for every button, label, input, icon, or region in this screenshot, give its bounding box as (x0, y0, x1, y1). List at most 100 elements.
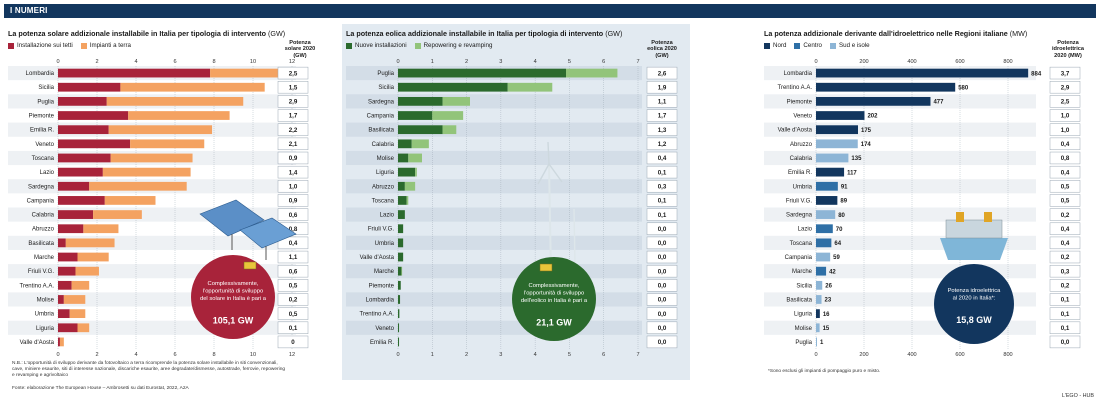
battery-icon (539, 263, 553, 272)
bar-installazione-sui-tetti-lombardia (58, 68, 211, 78)
category-label-sardegna: Sardegna (28, 184, 55, 190)
category-label-puglia: Puglia (37, 99, 54, 105)
table-cell-box (1049, 293, 1081, 306)
table-cell-box (277, 95, 309, 108)
bar-basilicata (816, 295, 822, 304)
solar-chart-title: La potenza solare addizionale installabi… (8, 29, 286, 38)
table-cell-emilia-r: 0,0 (658, 339, 667, 346)
table-cell-lazio: 0,4 (1061, 226, 1070, 233)
table-cell-box (1049, 208, 1081, 221)
x-tick-label: 3 (499, 352, 502, 358)
category-label-valle-d-aosta: Valle d'Aosta (20, 340, 55, 346)
wind-turbine-blade-icon (537, 163, 550, 185)
x-tick-label: 6 (602, 59, 605, 65)
bar-repowering-e-revamping-liguria (415, 167, 417, 177)
table-cell-toscana: 0,1 (658, 198, 667, 205)
bar-lombardia (816, 68, 1029, 78)
bar-trentino-a-a (816, 82, 956, 92)
row-stripe (346, 179, 642, 194)
wind-callout-text: Complessivamente, (529, 283, 580, 289)
bar-campania (816, 252, 831, 262)
data-label-piemonte: 477 (933, 100, 944, 106)
x-tick-label: 8 (212, 352, 215, 358)
table-cell-box (1049, 194, 1081, 207)
table-cell-box (1049, 321, 1081, 334)
category-label-lombardia: Lombardia (26, 71, 55, 77)
table-cell-friuli-v-g: 0,6 (289, 268, 298, 275)
table-cell-box (646, 137, 678, 151)
category-label-campania: Campania (785, 255, 813, 261)
x-tick-label: 1 (431, 352, 434, 358)
bar-repowering-e-revamping-basilicata (442, 125, 457, 135)
table-cell-box (646, 194, 678, 207)
bar-impianti-a-terra-trentino-a-a (71, 280, 90, 290)
table-cell-box (277, 123, 309, 136)
table-cell-box (277, 180, 309, 193)
bar-repowering-e-revamping-calabria (411, 139, 429, 149)
table-cell-box (646, 279, 678, 292)
bar-installazione-sui-tetti-molise (58, 295, 64, 304)
bar-liguria (816, 309, 820, 319)
x-tick-label: 4 (534, 352, 537, 358)
table-cell-lombardia: 3,7 (1061, 70, 1070, 77)
legend-item-rooftop: Installazione sui tetti (8, 42, 73, 49)
table-cell-box (277, 307, 309, 320)
x-tick-label: 400 (907, 59, 916, 65)
table-cell-liguria: 0,1 (1061, 311, 1070, 318)
table-cell-box (1049, 335, 1081, 349)
category-label-calabria: Calabria (372, 142, 395, 148)
bar-nuove-installazioni-friuli-v-g (398, 224, 404, 234)
dam-gate-icon (956, 212, 964, 222)
data-label-calabria: 135 (851, 156, 862, 162)
bar-valle-d-aosta (816, 125, 858, 135)
table-cell-molise: 0,2 (289, 297, 298, 304)
category-label-lombardia: Lombardia (784, 71, 813, 77)
table-cell-umbria: 0,5 (289, 311, 298, 318)
table-cell-sicilia: 1,9 (658, 84, 667, 91)
data-label-umbria: 91 (841, 184, 848, 190)
bar-impianti-a-terra-calabria (93, 210, 142, 219)
table-cell-molise: 0,4 (658, 155, 667, 162)
table-cell-valle-d-aosta: 1,0 (1061, 127, 1070, 134)
x-tick-label: 6 (173, 352, 176, 358)
category-label-umbria: Umbria (375, 241, 395, 247)
bar-installazione-sui-tetti-toscana (58, 153, 111, 163)
table-cell-box (1049, 109, 1081, 122)
x-tick-label: 10 (250, 59, 256, 65)
category-label-piemonte: Piemonte (29, 114, 55, 120)
bar-installazione-sui-tetti-sicilia (58, 82, 121, 92)
category-label-liguria: Liguria (376, 170, 395, 176)
table-cell-abruzzo: 0,4 (1061, 141, 1070, 148)
hydro-note: *Sono esclusi gli impianti di pompaggio … (768, 369, 881, 374)
table-cell-box (1049, 264, 1081, 278)
category-label-lazio: Lazio (798, 227, 813, 233)
table-cell-marche: 0,3 (1061, 268, 1070, 275)
table-cell-box (646, 222, 678, 235)
x-tick-label: 0 (814, 59, 817, 65)
hydro-callout-text: al 2020 in Italia*: (953, 296, 996, 302)
table-cell-abruzzo: 0,8 (289, 226, 298, 233)
category-label-sardegna: Sardegna (368, 99, 395, 105)
table-cell-campania: 0,9 (289, 198, 298, 205)
category-label-veneto: Veneto (793, 114, 812, 120)
table-cell-box (277, 109, 309, 122)
table-cell-box (646, 180, 678, 193)
table-cell-campania: 0,2 (1061, 254, 1070, 261)
data-label-toscana: 64 (834, 241, 841, 247)
table-cell-box (646, 109, 678, 122)
category-label-campania: Campania (367, 114, 395, 120)
wind-turbine-blade-icon (548, 163, 563, 183)
bar-piemonte (816, 96, 931, 106)
hydro-bar-chart: 0 0 200 200 400 400 600 600 800 800 Lombardia 884 3,… (764, 59, 1081, 358)
category-label-lazio: Lazio (40, 170, 55, 176)
x-tick-label: 400 (907, 352, 916, 358)
category-label-friuli-v-g: Friuli V.G. (28, 269, 54, 275)
table-cell-box (646, 335, 678, 349)
data-label-abruzzo: 174 (861, 142, 872, 148)
data-label-veneto: 202 (867, 114, 878, 120)
bar-sardegna (816, 210, 836, 219)
wind-callout-circle (512, 257, 596, 341)
hydro-callout-circle (934, 264, 1014, 344)
bar-installazione-sui-tetti-valle-d-aosta (58, 337, 60, 347)
table-cell-veneto: 0,0 (658, 325, 667, 332)
